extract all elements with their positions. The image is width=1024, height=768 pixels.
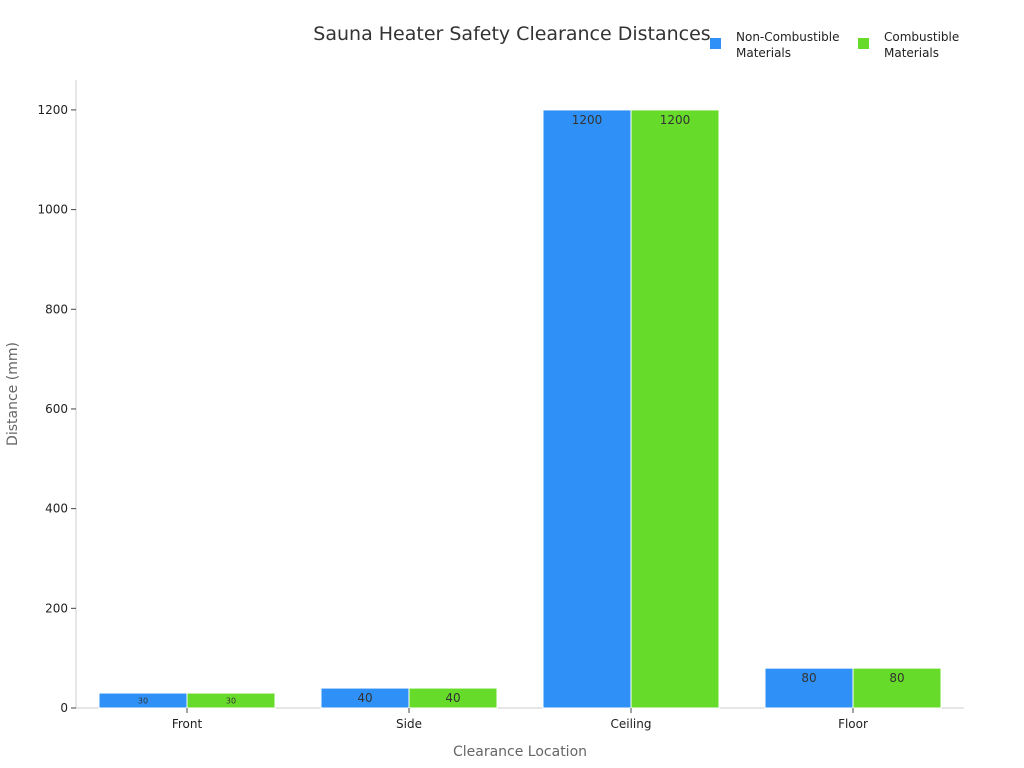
chart-title: Sauna Heater Safety Clearance Distances [313,23,710,45]
x-tick-label: Side [396,717,422,731]
x-tick-label: Floor [838,717,868,731]
y-tick-label: 1000 [37,203,68,217]
bar-side-series-2 [408,687,498,709]
y-tick-label: 1200 [37,103,68,117]
legend: Non-Combustible Materials Combustible Ma… [710,30,963,60]
legend-label-non-combustible: Non-Combustible Materials [736,30,843,60]
y-tick-label: 800 [45,302,68,316]
bar-ceiling-series-2 [630,109,720,709]
legend-label-combustible: Combustible Materials [884,30,963,60]
y-axis-ticks: 0 200 400 600 800 1000 1200 [37,103,76,715]
x-axis-title: Clearance Location [453,744,587,760]
bar-value-label: 80 [889,671,904,685]
x-tick-label: Front [172,717,203,731]
legend-swatch-combustible [858,38,869,49]
bar-value-label: 40 [357,691,372,705]
bar-value-label: 30 [138,697,148,706]
y-tick-label: 200 [45,601,68,615]
bar-value-label: 1200 [660,113,691,127]
bar-value-label: 30 [226,697,236,706]
bar-value-label: 80 [801,671,816,685]
bar-value-label: 40 [445,691,460,705]
bar-front-series-2 [186,692,276,709]
bars: 30 30 40 40 1200 1200 80 80 [98,109,942,709]
y-tick-label: 400 [45,502,68,516]
y-tick-label: 0 [60,701,68,715]
bar-floor-series-2 [852,667,942,709]
legend-swatch-non-combustible [710,38,721,49]
x-tick-label: Ceiling [611,717,652,731]
bar-ceiling-series-1 [542,109,632,709]
x-axis-ticks: Front Side Ceiling Floor [172,708,868,731]
y-axis-title: Distance (mm) [5,342,21,446]
bar-value-label: 1200 [572,113,603,127]
y-tick-label: 600 [45,402,68,416]
